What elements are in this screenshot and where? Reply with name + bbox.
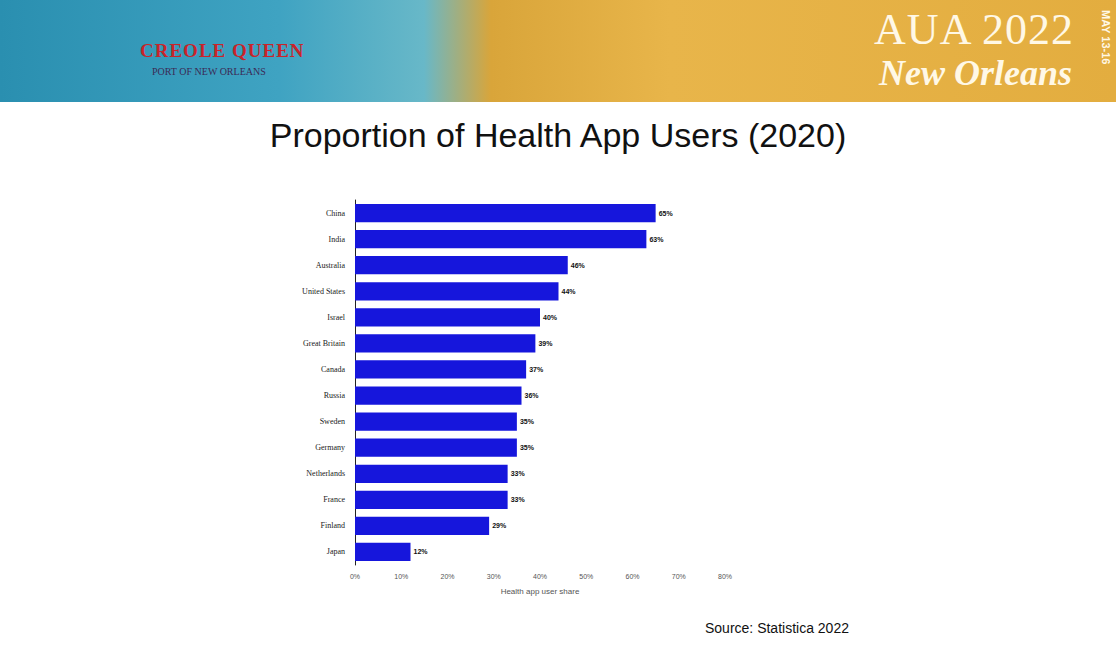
html-text:Source: Statistica 2022: Source: Statistica 2022: [705, 620, 849, 636]
svg-text:33%: 33%: [511, 470, 526, 477]
svg-text:44%: 44%: [562, 288, 577, 295]
svg-text:Canada: Canada: [321, 365, 345, 374]
html-text:AUA 2022: AUA 2022: [874, 5, 1074, 54]
svg-text:Japan: Japan: [327, 547, 345, 556]
svg-text:39%: 39%: [538, 340, 553, 347]
svg-text:46%: 46%: [571, 262, 586, 269]
svg-text:Finland: Finland: [321, 521, 345, 530]
html-text:PORT OF NEW ORLEANS: PORT OF NEW ORLEANS: [152, 66, 266, 77]
svg-text:65%: 65%: [659, 210, 674, 217]
svg-text:Australia: Australia: [316, 261, 346, 270]
svg-text:Health app user share: Health app user share: [501, 587, 580, 596]
html-text:New Orleans: New Orleans: [879, 53, 1072, 93]
svg-text:37%: 37%: [529, 366, 544, 373]
svg-text:35%: 35%: [520, 444, 535, 451]
svg-text:80%: 80%: [718, 573, 732, 580]
svg-text:63%: 63%: [649, 236, 664, 243]
svg-text:30%: 30%: [487, 573, 501, 580]
svg-text:Sweden: Sweden: [320, 417, 345, 426]
svg-text:60%: 60%: [625, 573, 639, 580]
svg-text:0%: 0%: [350, 573, 360, 580]
html-text:MAY 13-16: MAY 13-16: [1100, 10, 1112, 65]
svg-text:70%: 70%: [672, 573, 686, 580]
svg-text:10%: 10%: [394, 573, 408, 580]
svg-text:35%: 35%: [520, 418, 535, 425]
svg-text:France: France: [323, 495, 345, 504]
svg-text:12%: 12%: [414, 548, 429, 555]
svg-text:50%: 50%: [579, 573, 593, 580]
svg-text:Great Britain: Great Britain: [303, 339, 345, 348]
svg-text:Israel: Israel: [327, 313, 346, 322]
svg-text:United States: United States: [302, 287, 345, 296]
svg-text:Germany: Germany: [315, 443, 345, 452]
svg-text:India: India: [329, 235, 346, 244]
svg-text:Russia: Russia: [324, 391, 346, 400]
svg-text:29%: 29%: [492, 522, 507, 529]
html-text:Proportion of Health App Users: Proportion of Health App Users (2020): [269, 116, 847, 154]
svg-text:Netherlands: Netherlands: [306, 469, 345, 478]
svg-text:40%: 40%: [543, 314, 558, 321]
html-text:CREOLE QUEEN: CREOLE QUEEN: [140, 40, 305, 61]
svg-text:40%: 40%: [533, 573, 547, 580]
svg-text:China: China: [326, 209, 346, 218]
svg-text:36%: 36%: [525, 392, 540, 399]
svg-text:33%: 33%: [511, 496, 526, 503]
svg-text:20%: 20%: [440, 573, 454, 580]
